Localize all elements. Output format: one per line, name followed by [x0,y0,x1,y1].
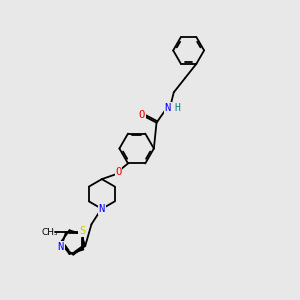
Text: N: N [165,103,171,113]
Text: CH₃: CH₃ [41,227,58,236]
Text: O: O [116,167,122,177]
Text: N: N [58,242,64,252]
Text: N: N [99,204,105,214]
Text: O: O [139,110,145,120]
Text: H: H [174,103,180,113]
Text: S: S [79,226,85,236]
